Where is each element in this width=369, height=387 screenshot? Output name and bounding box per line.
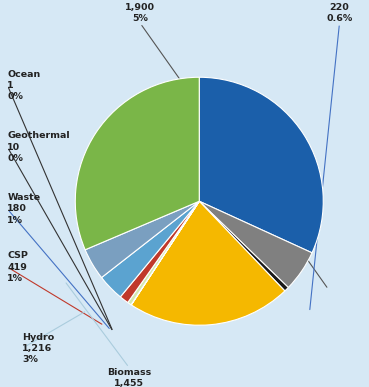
Text: Geothermal
10
0%: Geothermal 10 0% — [7, 132, 70, 163]
Wedge shape — [128, 201, 199, 305]
Wedge shape — [120, 201, 199, 303]
Text: Gas
7,491
22%: Gas 7,491 22% — [191, 274, 224, 307]
Wedge shape — [199, 201, 312, 288]
Wedge shape — [131, 201, 199, 305]
Text: Ocean
1
0%: Ocean 1 0% — [7, 70, 41, 101]
Text: Fuel Oil
220
0.6%: Fuel Oil 220 0.6% — [319, 0, 360, 23]
Wedge shape — [101, 201, 199, 297]
Wedge shape — [131, 201, 285, 325]
Wedge shape — [199, 77, 323, 253]
Wedge shape — [85, 201, 199, 277]
Wedge shape — [75, 77, 199, 250]
Text: Hydro
1,216
3%: Hydro 1,216 3% — [22, 333, 54, 364]
Text: Coal
1,900
5%: Coal 1,900 5% — [125, 0, 155, 23]
Text: CSP
419
1%: CSP 419 1% — [7, 252, 28, 283]
Text: Waste
180
1%: Waste 180 1% — [7, 194, 41, 224]
Wedge shape — [131, 201, 199, 305]
Text: PV
11,010
31%: PV 11,010 31% — [104, 135, 144, 168]
Wedge shape — [199, 201, 288, 291]
Text: Biomass
1,455
4%: Biomass 1,455 4% — [107, 368, 151, 387]
Text: Wind
11,159
32%: Wind 11,159 32% — [258, 134, 297, 168]
